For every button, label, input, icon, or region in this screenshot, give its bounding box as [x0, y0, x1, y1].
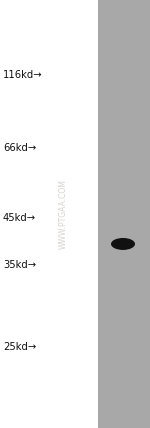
Bar [98, 0, 150, 428]
Text: 45kd→: 45kd→ [3, 213, 36, 223]
Text: 66kd→: 66kd→ [3, 143, 36, 153]
Ellipse shape [111, 238, 135, 250]
Text: 35kd→: 35kd→ [3, 260, 36, 270]
Text: 116kd→: 116kd→ [3, 70, 43, 80]
Text: WWW.PTGAA.COM: WWW.PTGAA.COM [58, 179, 68, 249]
Text: 25kd→: 25kd→ [3, 342, 36, 352]
